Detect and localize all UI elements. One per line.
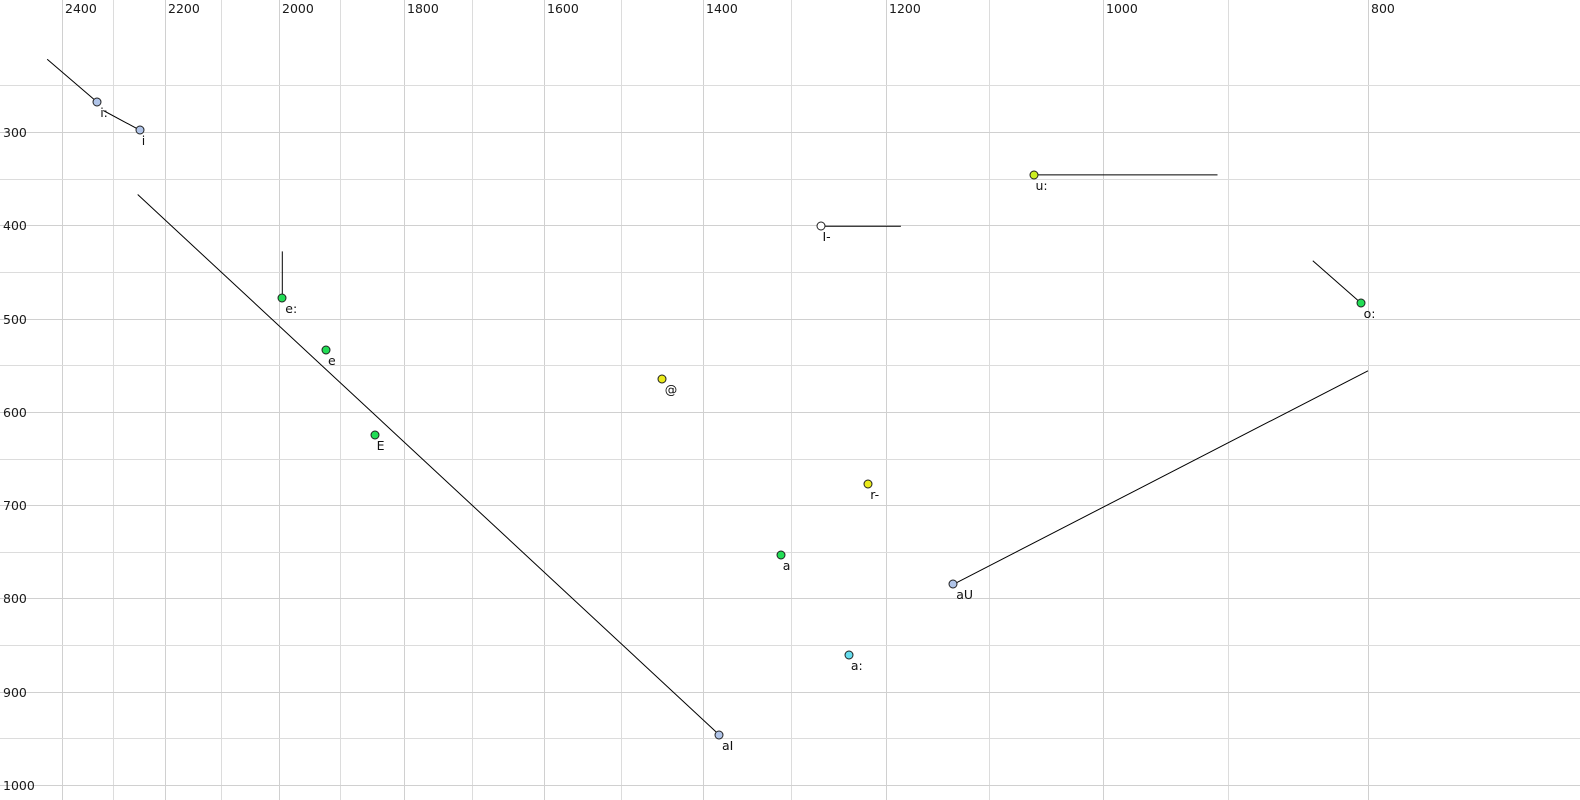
trajectory-i: xyxy=(46,58,98,103)
gridline-vertical-1100 xyxy=(989,0,990,800)
gridline-vertical-1400 xyxy=(703,0,704,800)
x-tick-label-2000: 2000 xyxy=(282,1,314,16)
vowel-point-u:[interactable] xyxy=(1029,170,1038,180)
trajectory-o: xyxy=(1312,260,1361,304)
vowel-label-e:: e: xyxy=(285,301,298,316)
vowel-label-I-: I- xyxy=(822,229,831,245)
vowel-label-o:: o: xyxy=(1363,305,1376,321)
vowel-point-i[interactable] xyxy=(135,125,145,135)
x-tick-label-1600: 1600 xyxy=(547,1,579,16)
y-tick-label-300: 300 xyxy=(3,125,27,140)
gridline-vertical-1500 xyxy=(621,0,622,800)
vowel-point-@[interactable] xyxy=(657,374,667,384)
vowel-point-e:[interactable] xyxy=(277,293,287,303)
x-tick-label-1800: 1800 xyxy=(407,1,439,16)
x-tick-label-2400: 2400 xyxy=(65,1,97,16)
gridline-vertical-1600 xyxy=(544,0,545,800)
x-tick-label-2200: 2200 xyxy=(168,1,200,16)
vowel-point-I-[interactable] xyxy=(816,221,825,231)
vowel-label-a:: a: xyxy=(850,658,863,674)
vowel-point-o:[interactable] xyxy=(1356,298,1366,308)
gridline-vertical-800 xyxy=(1368,0,1369,800)
gridline-horizontal-700 xyxy=(0,505,1580,506)
gridline-vertical-2200 xyxy=(165,0,166,800)
gridline-horizontal-550 xyxy=(0,365,1580,366)
gridline-horizontal-850 xyxy=(0,645,1580,646)
trajectory-aI xyxy=(137,194,720,735)
vowel-label-@: @ xyxy=(664,382,678,398)
y-tick-label-400: 400 xyxy=(3,218,27,233)
gridline-vertical-900 xyxy=(1228,0,1229,800)
vowel-label-a: a xyxy=(782,557,791,573)
gridline-horizontal-650 xyxy=(0,459,1580,460)
gridline-horizontal-450 xyxy=(0,272,1580,273)
vowel-label-aI: aI xyxy=(722,737,734,753)
gridline-horizontal-600 xyxy=(0,412,1580,413)
gridline-horizontal-500 xyxy=(0,319,1580,320)
y-tick-label-900: 900 xyxy=(3,685,27,700)
vowel-label-i:: i: xyxy=(100,105,108,121)
vowel-point-a[interactable] xyxy=(776,550,786,560)
gridline-horizontal-950 xyxy=(0,738,1580,739)
gridline-horizontal-300 xyxy=(0,132,1580,133)
vowel-label-u:: u: xyxy=(1035,177,1048,193)
gridline-vertical-1800 xyxy=(404,0,405,800)
gridline-vertical-2300 xyxy=(113,0,114,800)
vowel-label-e: e xyxy=(328,353,336,369)
vowel-label-r-: r- xyxy=(870,486,880,502)
gridline-horizontal-750 xyxy=(0,552,1580,553)
gridline-horizontal-250 xyxy=(0,85,1580,86)
vowel-point-E[interactable] xyxy=(370,430,380,440)
x-tick-label-1400: 1400 xyxy=(706,1,738,16)
vowel-label-E: E xyxy=(376,438,385,454)
x-tick-label-1000: 1000 xyxy=(1106,1,1138,16)
y-tick-label-800: 800 xyxy=(3,591,27,606)
x-tick-label-1200: 1200 xyxy=(889,1,921,16)
gridline-vertical-2400 xyxy=(62,0,63,800)
gridline-horizontal-1000 xyxy=(0,785,1580,786)
vowel-point-i:[interactable] xyxy=(92,97,102,107)
y-tick-label-700: 700 xyxy=(3,498,27,513)
gridline-vertical-1300 xyxy=(791,0,792,800)
x-tick-label-800: 800 xyxy=(1371,1,1395,16)
gridline-horizontal-900 xyxy=(0,692,1580,693)
vowel-point-r-[interactable] xyxy=(863,479,873,489)
vowel-point-aU[interactable] xyxy=(948,579,958,589)
vowel-label-aU: aU xyxy=(956,587,973,603)
gridline-vertical-2100 xyxy=(221,0,222,800)
trajectory-i xyxy=(103,110,141,131)
y-tick-label-600: 600 xyxy=(3,405,27,420)
vowel-point-a:[interactable] xyxy=(844,650,854,660)
gridline-vertical-1900 xyxy=(340,0,341,800)
vowel-point-e[interactable] xyxy=(321,345,331,355)
gridline-horizontal-800 xyxy=(0,598,1580,599)
gridline-horizontal-350 xyxy=(0,179,1580,180)
gridline-vertical-1700 xyxy=(472,0,473,800)
gridline-vertical-2000 xyxy=(279,0,280,800)
gridline-vertical-1200 xyxy=(886,0,887,800)
y-tick-label-1000: 1000 xyxy=(3,778,35,793)
vowel-point-aI[interactable] xyxy=(714,730,724,740)
gridline-horizontal-400 xyxy=(0,225,1580,226)
gridline-vertical-1000 xyxy=(1103,0,1104,800)
y-tick-label-500: 500 xyxy=(3,312,27,327)
vowel-label-i: i xyxy=(141,133,146,149)
